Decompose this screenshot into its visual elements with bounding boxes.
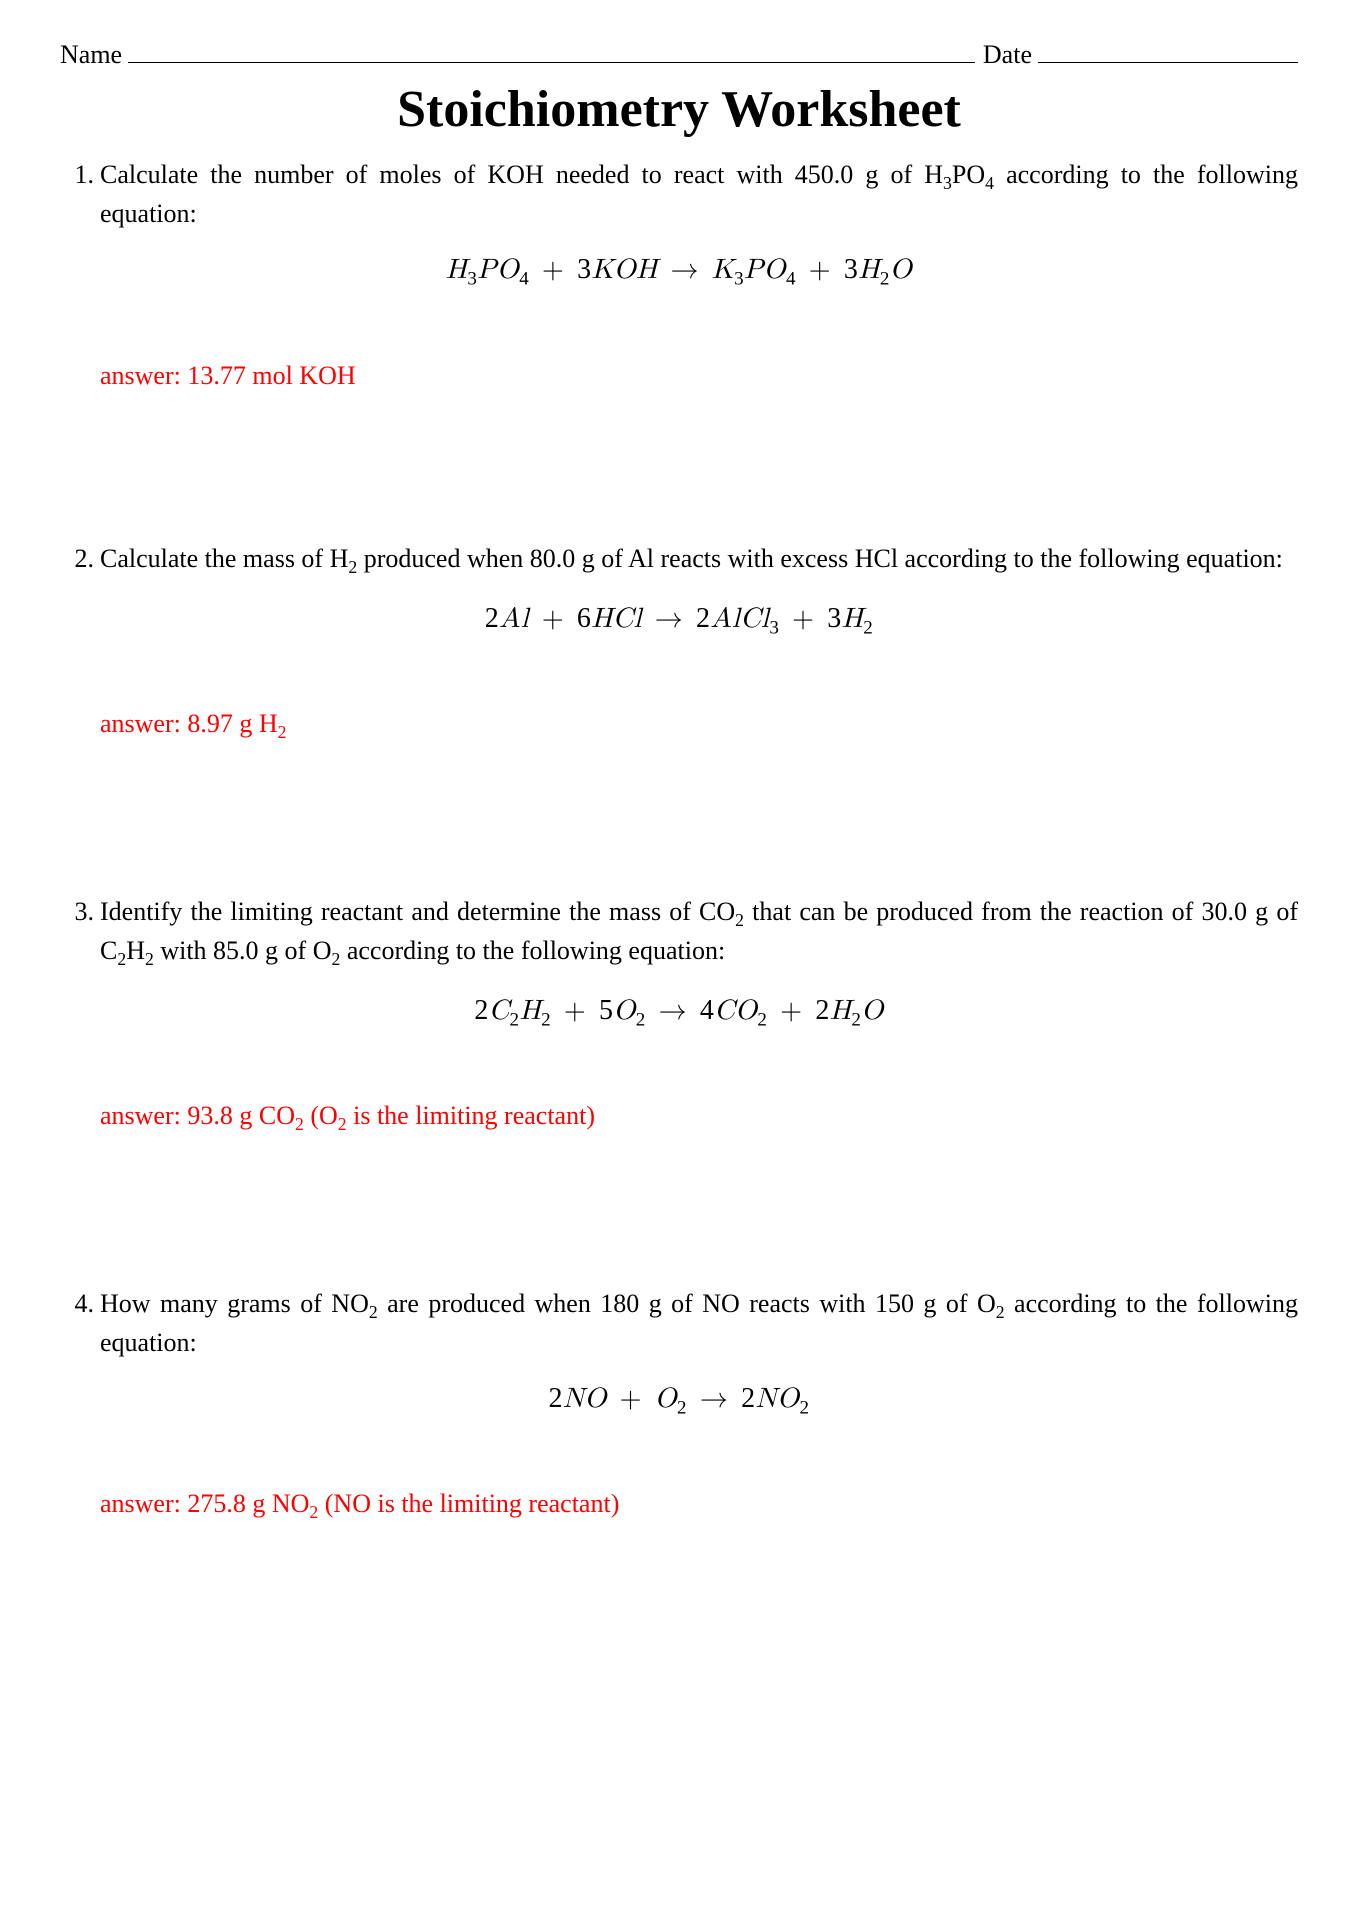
worksheet-title: Stoichiometry Worksheet: [60, 80, 1298, 139]
problem-number: 1.: [60, 160, 100, 190]
problem-2: 2.Calculate the mass of H2 produced when…: [60, 541, 1298, 744]
name-label: Name: [60, 40, 122, 70]
problem-text: Calculate the number of moles of KOH nee…: [100, 157, 1298, 231]
date-label: Date: [983, 40, 1032, 70]
problem-number: 2.: [60, 544, 100, 574]
problem-number: 3.: [60, 897, 100, 927]
problem-3: 3.Identify the limiting reactant and det…: [60, 894, 1298, 1136]
problem-number: 4.: [60, 1289, 100, 1319]
problem-1: 1.Calculate the number of moles of KOH n…: [60, 157, 1298, 391]
equation: 2NO + O2 → 2NO2: [60, 1382, 1298, 1420]
problem-4: 4.How many grams of NO2 are produced whe…: [60, 1286, 1298, 1524]
problem-text: Calculate the mass of H2 produced when 8…: [100, 541, 1298, 580]
equation: 2C2H2 + 5O2 → 4CO2 + 2H2O: [60, 994, 1298, 1032]
equation: H3PO4 + 3KOH → K3PO4 + 3H2O: [60, 253, 1298, 291]
name-blank[interactable]: [128, 40, 975, 63]
problem-text: How many grams of NO2 are produced when …: [100, 1286, 1298, 1360]
equation: 2Al + 6HCl → 2AlCl3 + 3H2: [60, 602, 1298, 640]
answer-text: answer: 13.77 mol KOH: [100, 361, 1298, 391]
answer-text: answer: 93.8 g CO2 (O2 is the limiting r…: [100, 1101, 1298, 1135]
answer-text: answer: 275.8 g NO2 (NO is the limiting …: [100, 1489, 1298, 1523]
problem-text: Identify the limiting reactant and deter…: [100, 894, 1298, 972]
answer-text: answer: 8.97 g H2: [100, 709, 1298, 743]
header-row: Name Date: [60, 40, 1298, 70]
date-blank[interactable]: [1038, 40, 1298, 63]
